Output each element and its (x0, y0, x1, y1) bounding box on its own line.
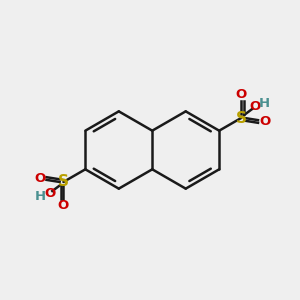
Text: O: O (249, 100, 260, 113)
Text: O: O (236, 88, 247, 101)
Text: O: O (259, 115, 270, 128)
Text: O: O (34, 172, 46, 185)
Text: O: O (58, 199, 69, 212)
Text: O: O (44, 187, 56, 200)
Text: S: S (58, 175, 69, 190)
Text: H: H (259, 97, 270, 110)
Text: H: H (35, 190, 46, 203)
Text: S: S (236, 110, 247, 125)
